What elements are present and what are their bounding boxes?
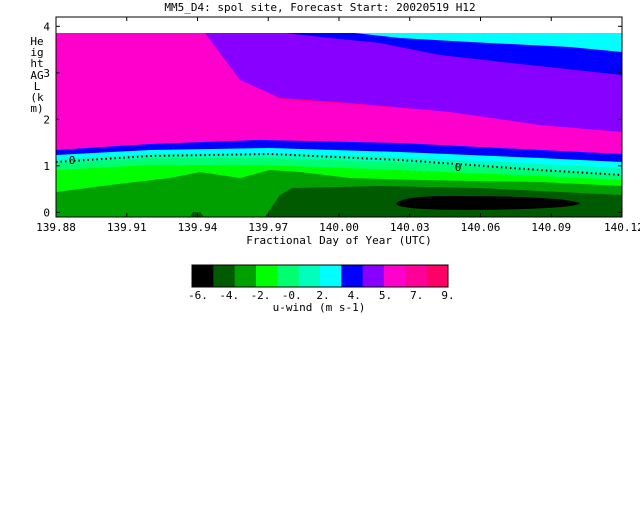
colorbar-cell [192,265,214,287]
x-tick-label: 140.03 [390,221,430,234]
y-tick-label: 4 [43,20,50,33]
colorbar-cell [277,265,300,287]
contour-layers [55,33,623,217]
x-tick-label: 140.06 [461,221,501,234]
band-black [396,196,580,210]
x-tick-label: 139.91 [107,221,147,234]
plot-area: 139.88 139.91 139.94 139.97 140.00 140.03 140.… [36,16,640,234]
x-tick-label: 139.97 [248,221,288,234]
zero-contour-labels: 00 [69,154,462,174]
colorbar-tick-label: 9. [441,289,454,302]
colorbar-tick-label: -4. [219,289,239,302]
x-tick-label: 140.00 [319,221,359,234]
band-cyan [355,33,622,52]
chart-title: MM5_D4: spol site, Forecast Start: 20020… [164,1,476,14]
colorbar-cell [405,265,428,287]
colorbar-cell [362,265,385,287]
colorbar-cell [426,265,449,287]
x-ticks: 139.88 139.91 139.94 139.97 140.00 140.03 140.… [36,17,640,234]
y-tick-label: 2 [43,113,50,126]
colorbar-cells [192,265,449,287]
colorbar-label: u-wind (m s-1) [272,301,366,314]
colorbar-cell [341,265,364,287]
colorbar-cell [256,265,278,287]
x-tick-label: 139.88 [36,221,76,234]
zero-contour-label: 0 [455,161,462,174]
colorbar-tick-label: 5. [379,289,392,302]
y-tick-label: 0 [43,206,50,219]
colorbar-frame [191,264,449,288]
colorbar-cell [384,265,406,287]
zero-contour-line [55,152,623,176]
x-tick-label: 140.09 [531,221,571,234]
colorbar-tick-label: -6. [188,289,208,302]
colorbar-tick-label: -2. [251,289,271,302]
y-ticks: 0 1 2 3 4 [43,20,622,219]
y-tick-label: 1 [43,160,50,173]
y-axis-label: Height AGL (km) [30,35,51,116]
x-axis-label: Fractional Day of Year (UTC) [246,234,432,247]
colorbar-cell [213,265,236,287]
x-tick-label: 140.12 [604,221,640,234]
x-tick-label: 139.94 [178,221,218,234]
colorbar-tick-label: 4. [348,289,361,302]
colorbar-cell [234,265,257,287]
colorbar-tick-label: 2. [316,289,329,302]
colorbar-cell [298,265,321,287]
zero-contour-label: 0 [69,154,76,167]
colorbar-tick-label: -0. [282,289,302,302]
colorbar-tick-label: 7. [410,289,423,302]
colorbar-cell [320,265,342,287]
y-tick-label: 3 [43,67,50,80]
colorbar-ticks: -6. -4. -2. -0. 2. 4. 5. 7. 9. [188,289,455,302]
colorbar: -6. -4. -2. -0. 2. 4. 5. 7. 9. [188,264,455,302]
